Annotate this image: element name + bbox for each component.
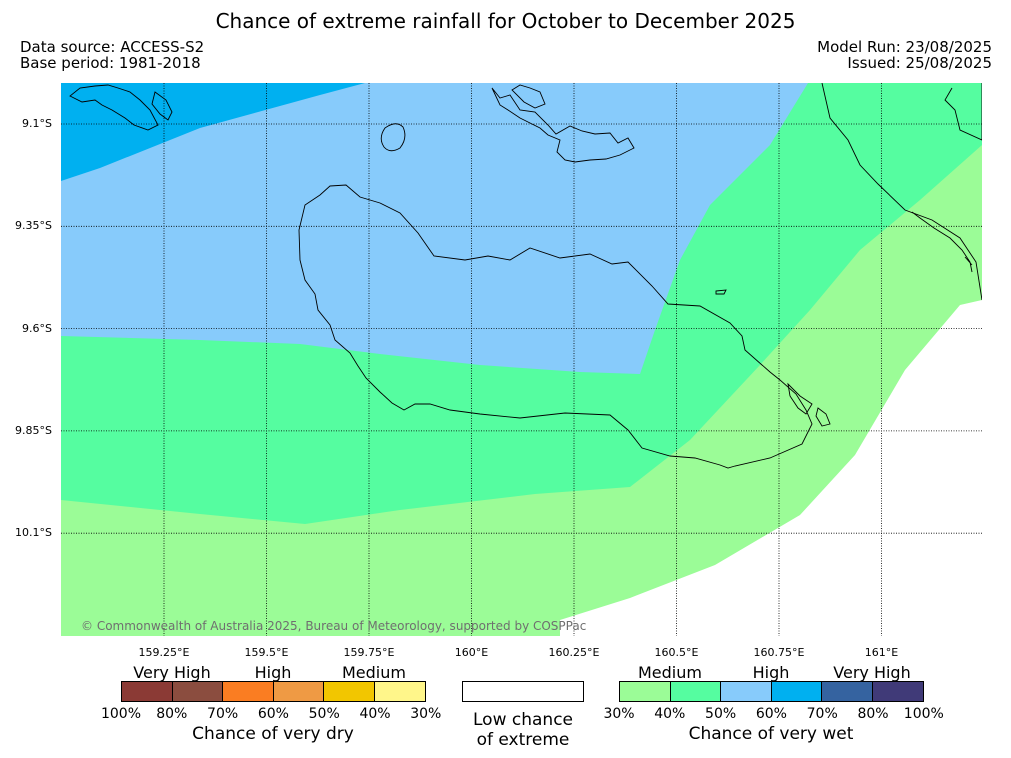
wet-swatch: [872, 682, 923, 701]
dry-swatch: [374, 682, 425, 701]
low-chance-caption: Low chance of extreme: [443, 710, 603, 750]
wet-swatch: [620, 682, 671, 701]
dry-swatch: [172, 682, 223, 701]
dry-tick-label: 70%: [207, 706, 239, 722]
low-chance-line1: Low chance: [473, 710, 573, 730]
wet-swatch: [771, 682, 822, 701]
latitude-tick-label: 9.1°S: [22, 117, 52, 130]
wet-tick-label: 60%: [755, 706, 787, 722]
dry-tick-label: 40%: [359, 706, 391, 722]
wet-tick-label: 100%: [903, 706, 944, 722]
dry-header-high: High: [254, 663, 292, 682]
latitude-tick-label: 10.1°S: [15, 526, 52, 540]
data-source-text: Data source: ACCESS-S2: [20, 38, 205, 56]
dry-swatch: [122, 682, 173, 701]
east-islet-coastline: [787, 382, 831, 427]
wet-tick-label: 40%: [654, 706, 686, 722]
map-frame: [61, 83, 982, 636]
meta-right: Model Run: 23/08/2025 Issued: 25/08/2025: [817, 39, 992, 71]
dry-tick-label: 100%: [100, 706, 142, 722]
dry-swatch: [223, 682, 274, 701]
longitude-tick-label: 161°E: [864, 646, 899, 659]
wet-swatch: [670, 682, 721, 701]
wet-tick-label: 50%: [705, 706, 737, 722]
dry-caption: Chance of very dry: [192, 724, 354, 744]
longitude-tick-label: 160.25°E: [548, 646, 600, 659]
dry-header-very-high: Very High: [133, 663, 211, 682]
wet-tick-label: 80%: [857, 706, 889, 722]
zone-high-wet: [61, 83, 808, 374]
base-period-text: Base period: 1981-2018: [20, 54, 201, 72]
dry-tick-label: 50%: [308, 706, 340, 722]
latitude-tick-label: 9.6°S: [22, 321, 52, 335]
santa-isabel-coastline: [69, 84, 159, 131]
wet-header-medium: Medium: [638, 663, 702, 682]
dry-tick-label: 60%: [257, 706, 289, 722]
wet-swatch: [721, 682, 772, 701]
dry-swatch: [324, 682, 375, 701]
florida-islands-coastline: [491, 87, 635, 163]
longitude-tick-label: 160.5°E: [654, 646, 699, 659]
dry-tick-label: 80%: [156, 706, 188, 722]
zone-very-high-wet: [61, 83, 365, 181]
meta-left: Data source: ACCESS-S2 Base period: 1981…: [20, 39, 204, 71]
small-islet-coastline: [715, 289, 727, 295]
longitude-tick-label: 159.5°E: [244, 646, 289, 659]
graticule: [61, 83, 982, 636]
longitude-tick-label: 160.75°E: [753, 646, 805, 659]
nggela-north-coastline: [511, 84, 546, 109]
coastlines: [69, 83, 982, 469]
wet-caption: Chance of very wet: [688, 724, 854, 744]
dry-swatch: [273, 682, 324, 701]
wet-tick-label: 70%: [806, 706, 838, 722]
latitude-tick-label: 9.35°S: [15, 219, 52, 233]
east-islets-coastline: [911, 211, 973, 273]
wet-header-high: High: [752, 663, 790, 682]
latitude-tick-label: 9.85°S: [15, 423, 52, 437]
dry-tick-label: 30%: [410, 706, 442, 722]
wet-swatch: [822, 682, 873, 701]
dry-colorbar: [121, 681, 426, 702]
model-run-text: Model Run: 23/08/2025: [817, 38, 992, 56]
map-title: Chance of extreme rainfall for October t…: [215, 9, 796, 33]
dry-header-medium: Medium: [342, 663, 406, 682]
malaita-coastline: [821, 83, 982, 301]
longitude-tick-label: 160°E: [454, 646, 489, 659]
wet-tick-label: 30%: [603, 706, 635, 722]
guadalcanal-coastline: [298, 184, 813, 469]
low-chance-line2: of extreme: [476, 730, 570, 750]
wet-header-very-high: Very High: [833, 663, 911, 682]
longitude-tick-label: 159.75°E: [343, 646, 395, 659]
longitude-tick-label: 159.25°E: [138, 646, 190, 659]
western-islets-coastline: [151, 91, 173, 121]
wet-colorbar: [619, 681, 924, 702]
issued-text: Issued: 25/08/2025: [847, 54, 992, 72]
low-chance-swatch: [462, 681, 584, 702]
copyright-notice: © Commonwealth of Australia 2025, Bureau…: [81, 619, 587, 633]
